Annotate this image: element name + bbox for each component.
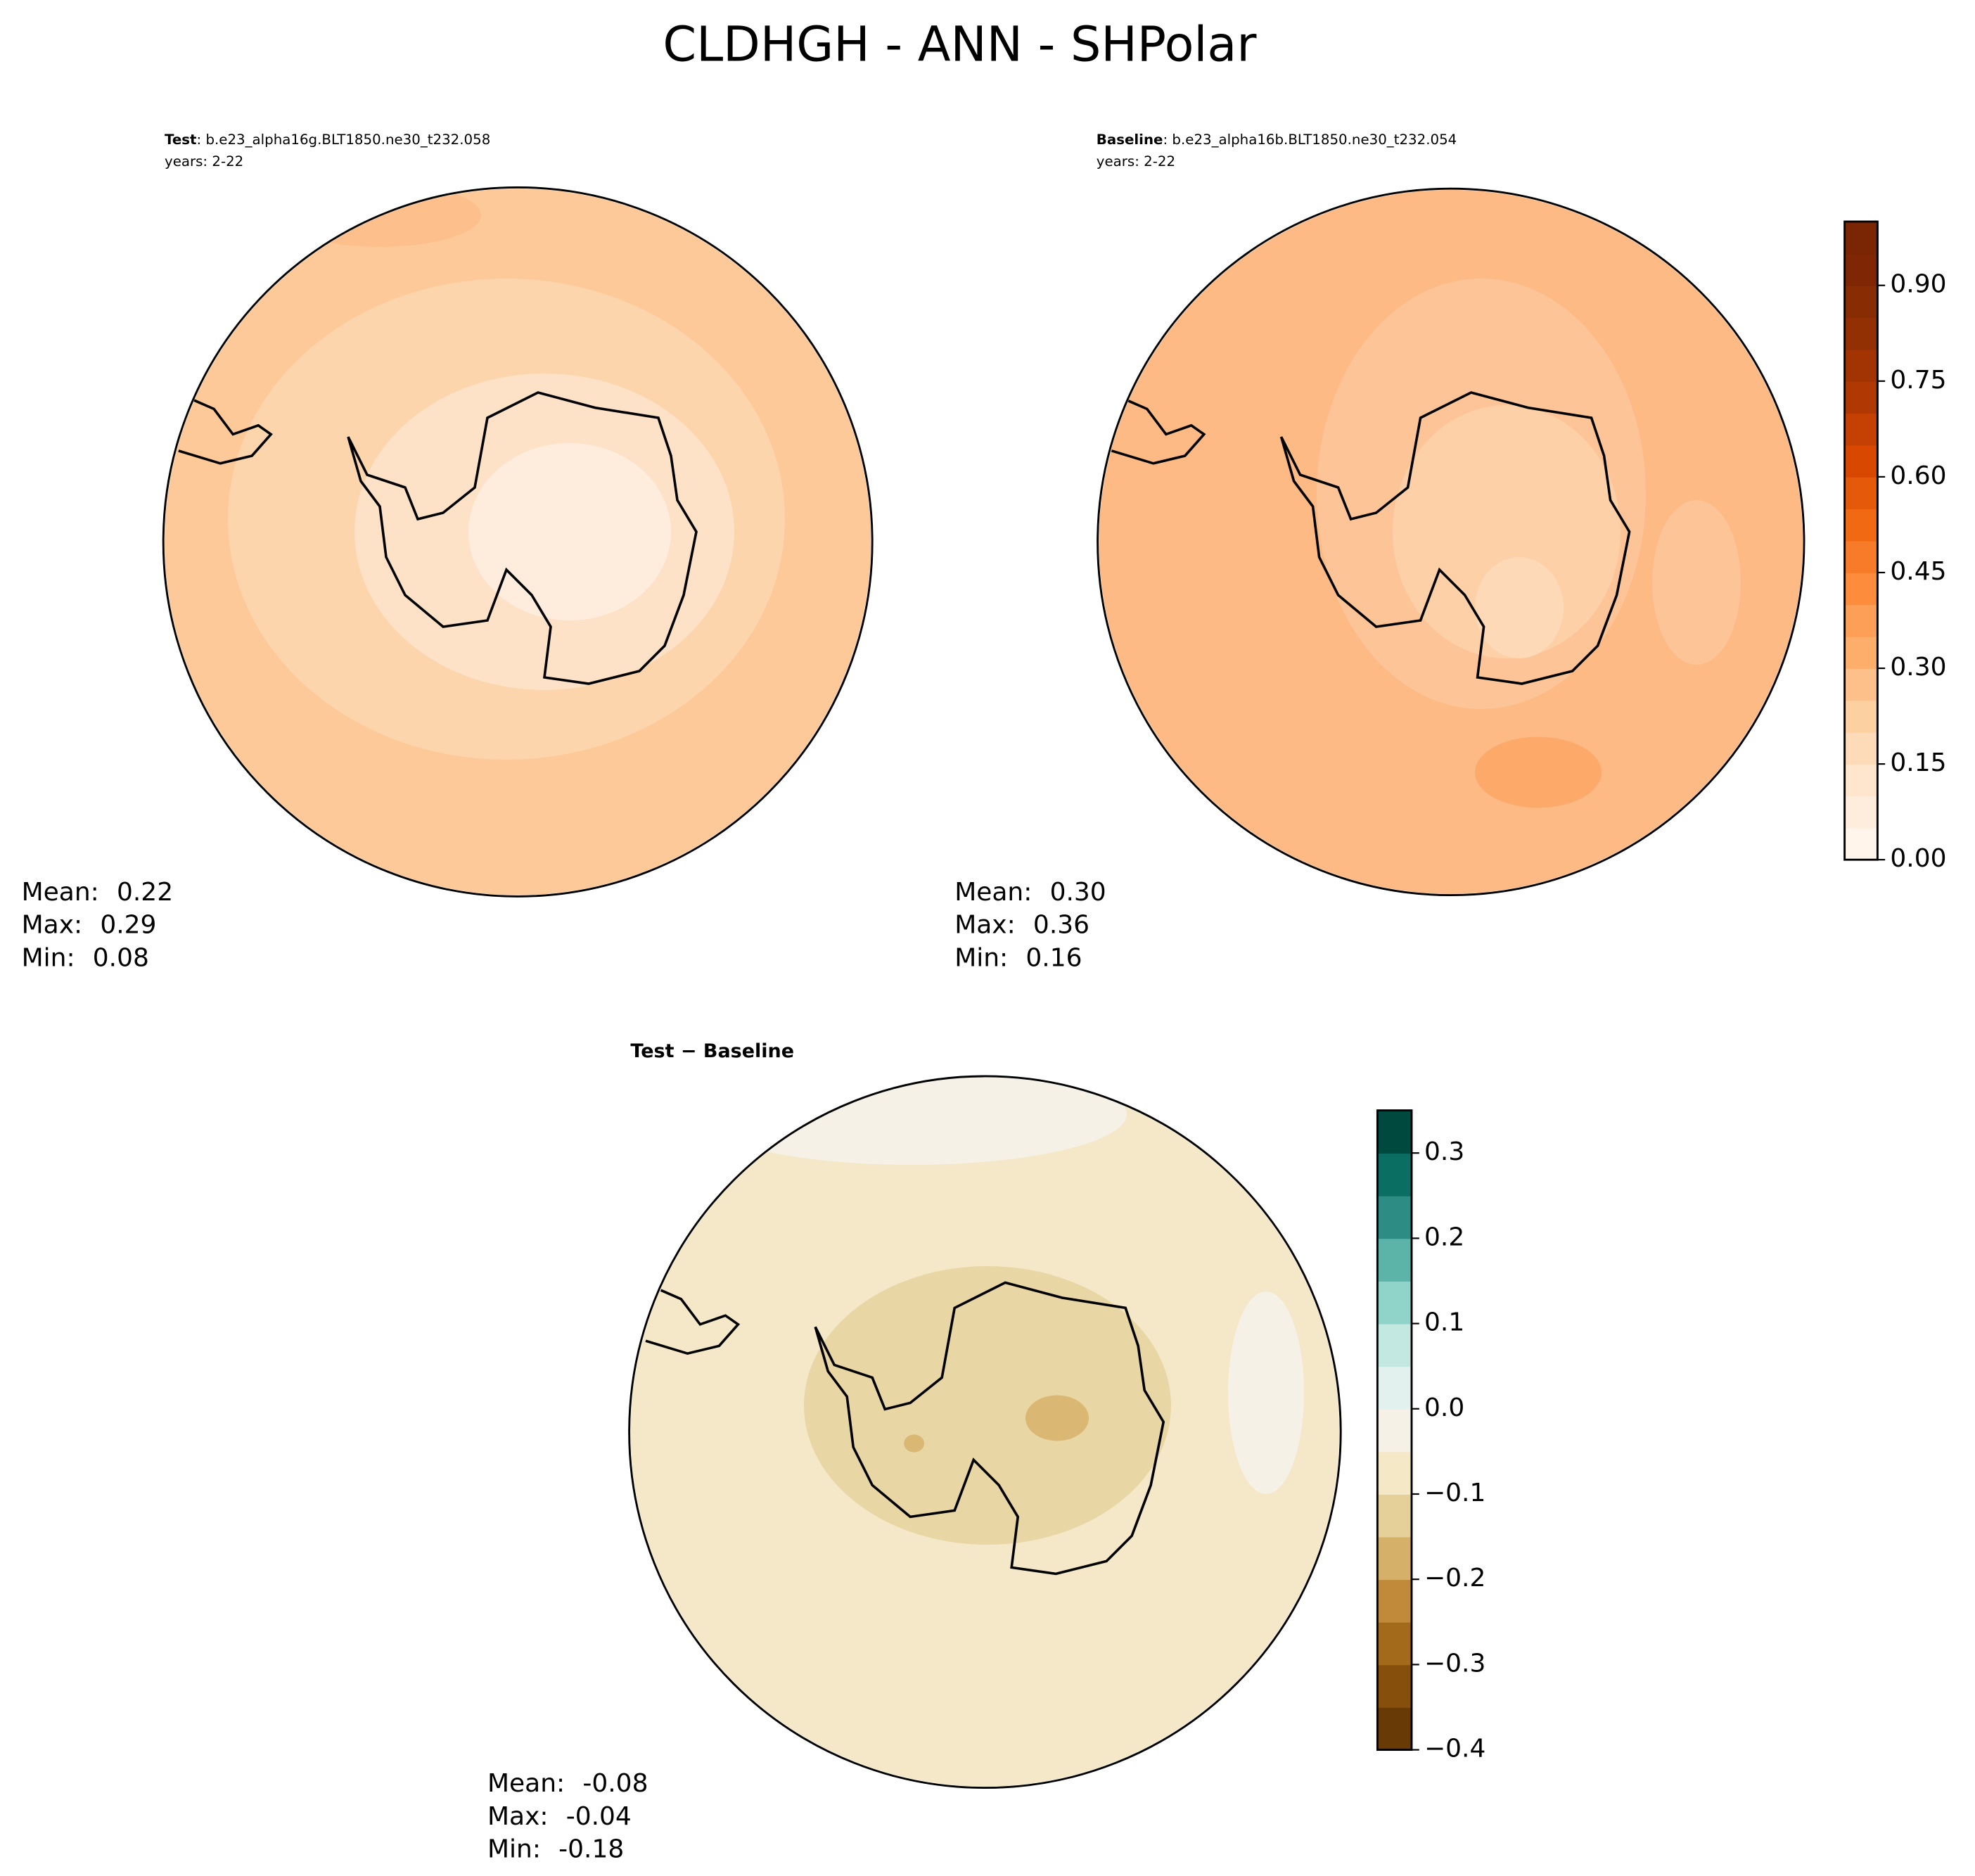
tick-label: 0.0 [1424, 1393, 1464, 1422]
tick-label: −0.1 [1424, 1479, 1485, 1507]
panel-label: Test [165, 132, 197, 148]
map [165, 189, 871, 895]
stat-value: 0.30 [1050, 878, 1106, 907]
colorbar-band [1844, 221, 1878, 255]
stat: Mean: 0.22 [22, 878, 173, 907]
colorbar-band [1844, 732, 1878, 765]
colorbar-band [1377, 1366, 1412, 1410]
colorbar-band [1844, 604, 1878, 637]
tick-label: 0.15 [1890, 748, 1946, 777]
stat-name: Max: [22, 911, 83, 940]
tick-label: −0.4 [1424, 1735, 1485, 1763]
stat: Mean: 0.30 [954, 878, 1106, 907]
colorbar-band [1844, 764, 1878, 797]
colorbar-band [1844, 476, 1878, 510]
colorbar-band [1844, 285, 1878, 318]
stat-value: 0.22 [117, 878, 173, 907]
panel-heading: Baseline: b.e23_alpha16b.BLT1850.ne30_t2… [1097, 132, 1457, 148]
colorbar-band [1377, 1536, 1412, 1581]
panel-label: Baseline [1097, 132, 1163, 148]
colorbar-band [1377, 1238, 1412, 1282]
figure-title: CLDHGH - ANN - SHPolar [663, 17, 1257, 72]
stat-value: -0.08 [582, 1769, 648, 1798]
colorbar-band [1844, 572, 1878, 606]
tick-label: 0.75 [1890, 366, 1946, 395]
stat-name: Min: [954, 943, 1008, 972]
tick-label: 0.2 [1424, 1223, 1464, 1251]
colorbar-band [1844, 413, 1878, 446]
stat-value: -0.04 [566, 1802, 632, 1831]
years: years: 2-22 [1097, 153, 1175, 170]
panel-heading: Test: b.e23_alpha16g.BLT1850.ne30_t232.0… [165, 132, 490, 148]
colorbars: 0.00 0.15 0.30 0.45 0.60 0.75 0.90 −0.4 −0.3 −0.2… [1376, 220, 1947, 1763]
tick-label: 0.90 [1890, 270, 1946, 299]
stat-name: Max: [487, 1802, 549, 1831]
tick-label: 0.60 [1890, 461, 1946, 490]
stat-name: Min: [22, 943, 75, 972]
stat-name: Mean: [954, 878, 1032, 907]
colorbar-band [1844, 349, 1878, 382]
colorbar-band [1844, 509, 1878, 542]
colorbar-frame [1376, 1109, 1413, 1751]
stat-value: 0.08 [93, 943, 149, 972]
tick-label: 0.3 [1424, 1137, 1464, 1166]
colorbar-band [1844, 700, 1878, 733]
tick-label: 0.45 [1890, 557, 1946, 586]
tick-label: −0.2 [1424, 1564, 1485, 1593]
panel-title: Test − Baseline [630, 1040, 794, 1062]
case-name: : b.e23_alpha16g.BLT1850.ne30_t232.058 [197, 132, 491, 148]
tick-label: 0.1 [1424, 1308, 1464, 1337]
colorbar-band [1844, 668, 1878, 701]
stats: Mean: 0.22 Max: 0.29 Min: 0.08 Mean: 0.30 Max: 0.… [22, 878, 1106, 1864]
stat: Max: 0.29 [22, 911, 157, 940]
years: years: 2-22 [165, 153, 243, 170]
stat-name: Mean: [22, 878, 99, 907]
colorbar-frame [1843, 220, 1879, 861]
colorbar-band [1377, 1408, 1412, 1453]
case-name: : b.e23_alpha16b.BLT1850.ne30_t232.054 [1163, 132, 1457, 148]
stat-name: Max: [954, 911, 1016, 940]
colorbar-band [1844, 636, 1878, 669]
stat-value: 0.16 [1025, 943, 1082, 972]
colorbar-band [1844, 827, 1878, 861]
colorbar-band [1844, 796, 1878, 829]
stat: Min: -0.18 [487, 1835, 624, 1864]
colorbar-band [1377, 1451, 1412, 1495]
tick-label: 0.30 [1890, 653, 1946, 682]
colorbar-band [1377, 1153, 1412, 1197]
map [630, 1077, 1340, 1787]
colorbar-band [1377, 1323, 1412, 1367]
stat: Max: -0.04 [487, 1802, 632, 1831]
colorbar-band [1844, 317, 1878, 350]
stat-name: Min: [487, 1835, 541, 1864]
stat: Mean: -0.08 [487, 1769, 648, 1798]
colorbar-band [1377, 1280, 1412, 1325]
colorbar-band [1377, 1579, 1412, 1623]
stat-value: 0.29 [100, 911, 156, 940]
stat: Min: 0.16 [954, 943, 1082, 972]
colorbar-band [1377, 1493, 1412, 1538]
stat-name: Mean: [487, 1769, 565, 1798]
colorbar-band [1844, 253, 1878, 286]
tick-label: 0.00 [1890, 844, 1946, 873]
colorbar-band [1377, 1195, 1412, 1239]
colorbar-band [1844, 381, 1878, 414]
colorbar-band [1377, 1621, 1412, 1666]
stat-value: -0.18 [558, 1835, 624, 1864]
colorbar-band [1377, 1664, 1412, 1708]
colorbar-band [1844, 540, 1878, 573]
tick-label: −0.3 [1424, 1649, 1485, 1678]
colorbar-band [1377, 1110, 1412, 1154]
colorbar-band [1844, 445, 1878, 478]
stat: Min: 0.08 [22, 943, 149, 972]
stat-value: 0.36 [1033, 911, 1089, 940]
stat: Max: 0.36 [954, 911, 1089, 940]
map [1099, 189, 1803, 894]
colorbar-band [1377, 1706, 1412, 1751]
